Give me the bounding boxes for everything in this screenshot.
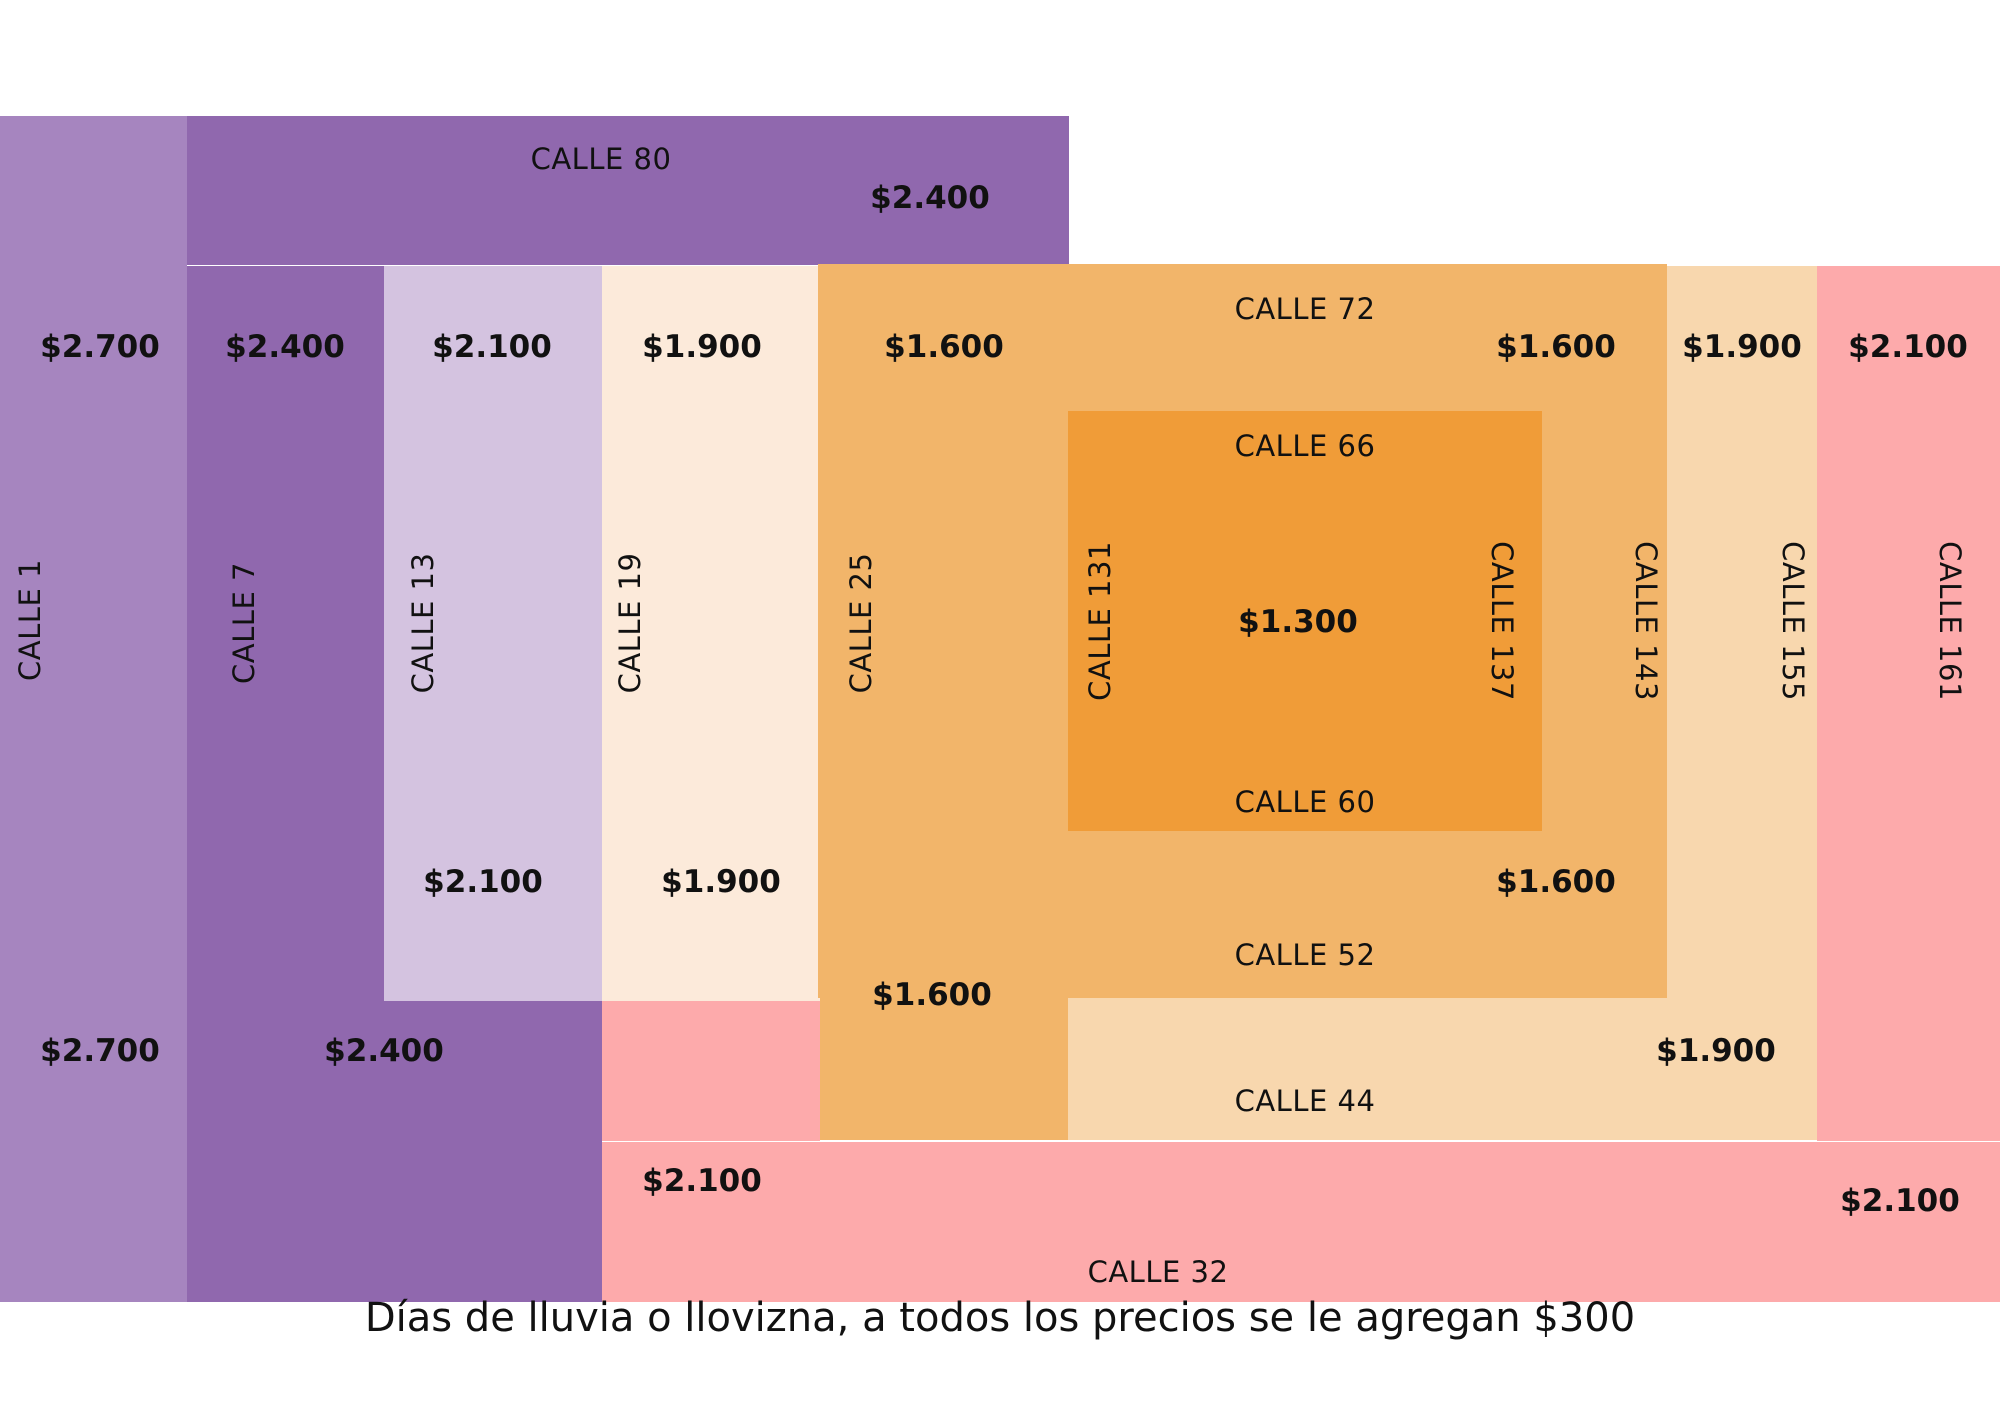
price-label: $1.600 — [884, 329, 1004, 365]
price-label: $1.600 — [1496, 864, 1616, 900]
price-label: $2.400 — [870, 180, 990, 216]
price-label: $2.400 — [225, 329, 345, 365]
price-label: $1.900 — [661, 864, 781, 900]
street-calle-72: CALLE 72 — [1234, 292, 1376, 326]
price-label: $1.600 — [872, 977, 992, 1013]
rain-surcharge-note: Días de lluvia o llovizna, a todos los p… — [364, 1295, 1636, 1341]
street-calle-137: CALLE 137 — [1485, 541, 1519, 701]
price-label: $2.100 — [432, 329, 552, 365]
street-calle-32: CALLE 32 — [1087, 1255, 1229, 1289]
zone-calle-155 — [1667, 266, 1817, 1001]
street-calle-52: CALLE 52 — [1234, 938, 1376, 972]
street-calle-7: CALLE 7 — [227, 562, 261, 684]
zone-calle-161 — [1817, 266, 2000, 1141]
price-label: $1.300 — [1238, 604, 1358, 640]
zone-center — [1068, 411, 1542, 831]
zone-calle-25-lower — [820, 998, 1068, 1140]
price-label: $1.900 — [1682, 329, 1802, 365]
zone-calle-1 — [0, 116, 187, 1302]
street-calle-60: CALLE 60 — [1234, 785, 1376, 819]
street-calle-143: CALLE 143 — [1629, 541, 1663, 701]
price-label: $1.900 — [642, 329, 762, 365]
street-calle-44: CALLE 44 — [1234, 1084, 1376, 1118]
street-calle-80: CALLE 80 — [530, 142, 672, 176]
street-calle-155: CALLE 155 — [1776, 541, 1810, 701]
street-calle-13: CALLE 13 — [406, 552, 440, 694]
price-label: $1.600 — [1496, 329, 1616, 365]
price-label: $2.400 — [324, 1033, 444, 1069]
zone-calle-44 — [1068, 998, 1817, 1140]
price-label: $2.100 — [642, 1163, 762, 1199]
street-calle-19: CALLE 19 — [613, 552, 647, 694]
zone-calle-80 — [187, 116, 1069, 265]
street-calle-161: CALLE 161 — [1933, 541, 1967, 701]
zone-calle-13 — [384, 266, 602, 1001]
street-calle-131: CALLE 131 — [1083, 541, 1117, 701]
zone-calle-32 — [602, 1142, 2000, 1302]
zone-calle-13-lower — [384, 1001, 602, 1302]
price-label: $2.100 — [1840, 1183, 1960, 1219]
price-label: $2.100 — [423, 864, 543, 900]
price-label: $1.900 — [1656, 1033, 1776, 1069]
street-calle-1: CALLE 1 — [13, 559, 47, 681]
price-label: $2.100 — [1848, 329, 1968, 365]
price-label: $2.700 — [40, 329, 160, 365]
street-calle-66: CALLE 66 — [1234, 429, 1376, 463]
zone-pink-corner — [602, 1001, 820, 1141]
zone-calle-7 — [187, 266, 384, 1302]
price-label: $2.700 — [40, 1033, 160, 1069]
street-calle-25: CALLE 25 — [844, 552, 878, 694]
zone-calle-19 — [602, 266, 820, 1001]
